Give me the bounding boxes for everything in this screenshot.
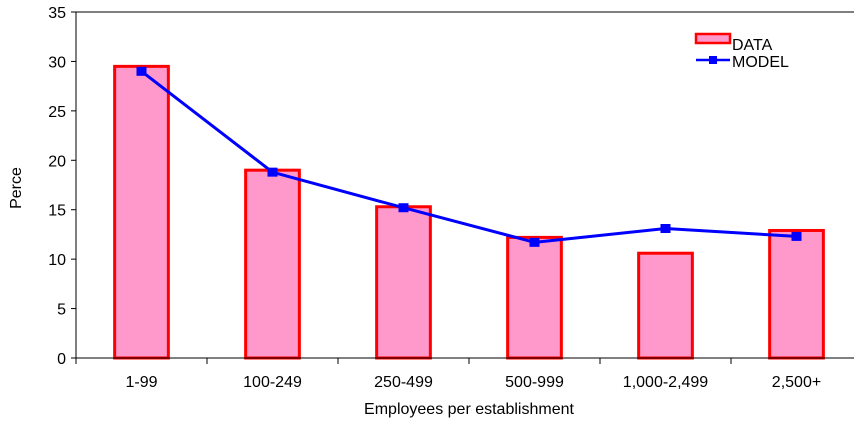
y-tick-label: 25 bbox=[48, 104, 66, 121]
legend: DATA MODEL bbox=[694, 32, 789, 71]
model-series-line bbox=[140, 70, 797, 244]
y-tick-label: 20 bbox=[48, 153, 66, 170]
legend-data-swatch bbox=[694, 32, 732, 45]
bar-data bbox=[637, 251, 694, 360]
y-tick-label: 15 bbox=[48, 203, 66, 220]
bar-data bbox=[244, 168, 301, 360]
bars bbox=[113, 64, 825, 360]
bar-data bbox=[768, 228, 825, 360]
y-tick-label: 10 bbox=[48, 252, 66, 269]
y-tick-label: 30 bbox=[48, 54, 66, 71]
legend-model-marker bbox=[709, 56, 717, 64]
model-point bbox=[791, 231, 802, 241]
x-tick-labels: 1-99 100-249 250-499 500-999 1,000-2,499 2,50… bbox=[125, 374, 821, 391]
model-point bbox=[267, 167, 278, 177]
bar-data bbox=[506, 235, 563, 360]
y-tick-label: 0 bbox=[57, 351, 66, 368]
x-tick-label: 2,500+ bbox=[772, 374, 821, 391]
model-point bbox=[398, 203, 409, 213]
x-tick-label: 100-249 bbox=[243, 374, 302, 391]
model-point bbox=[660, 223, 671, 233]
model-point bbox=[136, 66, 147, 76]
x-axis-title: Employees per establishment bbox=[364, 401, 574, 418]
bar-data bbox=[375, 205, 432, 360]
x-tick-label: 500-999 bbox=[505, 374, 564, 391]
y-tick-label: 35 bbox=[48, 5, 66, 22]
legend-model-label: MODEL bbox=[732, 54, 789, 71]
axes bbox=[71, 11, 854, 364]
x-tick-label: 1-99 bbox=[125, 374, 157, 391]
model-point bbox=[529, 237, 540, 247]
x-tick-label: 250-499 bbox=[374, 374, 433, 391]
model-line bbox=[136, 66, 802, 247]
y-tick-label: 5 bbox=[57, 302, 66, 319]
y-tick-labels: 0 5 10 15 20 25 30 35 bbox=[48, 5, 66, 368]
legend-data-label: DATA bbox=[732, 37, 773, 54]
x-tick-label: 1,000-2,499 bbox=[623, 374, 709, 391]
y-axis-title: Perce bbox=[8, 167, 25, 209]
bar-data bbox=[113, 64, 170, 360]
